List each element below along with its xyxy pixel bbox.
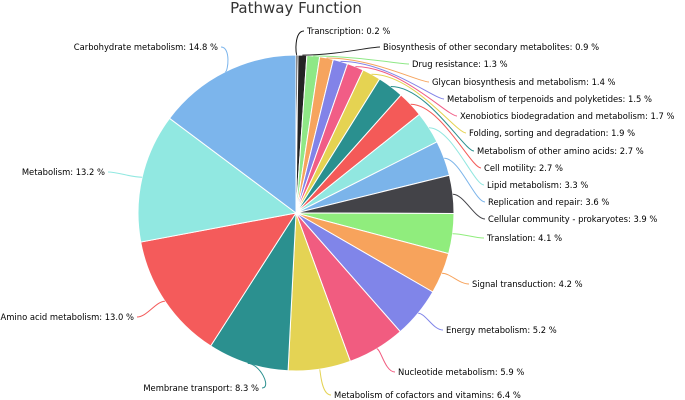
label-biosynthesis-of-other-secondary-metabolites: Biosynthesis of other secondary metaboli… (383, 42, 599, 52)
connector-biosynthesis-of-other-secondary-metabolites (302, 46, 381, 56)
label-glycan-biosynthesis-and-metabolism: Glycan biosynthesis and metabolism: 1.4 … (432, 77, 616, 87)
connector-xenobiotics-biodegradation-and-metabolism (355, 66, 458, 117)
label-nucleotide-metabolism: Nucleotide metabolism: 5.9 % (398, 367, 524, 377)
label-metabolism: Metabolism: 13.2 % (22, 167, 105, 177)
label-replication-and-repair: Replication and repair: 3.6 % (488, 197, 609, 207)
connector-cell-motility (410, 103, 482, 169)
label-translation: Translation: 4.1 % (486, 233, 562, 243)
label-cellular-community-prokaryotes: Cellular community - prokaryotes: 3.9 % (488, 214, 657, 224)
connector-metabolism-of-terpenoids-and-polyketides (340, 60, 445, 100)
label-amino-acid-metabolism: Amino acid metabolism: 13.0 % (1, 312, 134, 322)
connector-signal-transduction (441, 272, 470, 285)
connector-glycan-biosynthesis-and-metabolism (326, 57, 430, 83)
label-connectors (107, 30, 486, 396)
pie-slices (137, 54, 455, 372)
label-metabolism-of-cofactors-and-vitamins: Metabolism of cofactors and vitamins: 6.… (334, 390, 521, 400)
label-cell-motility: Cell motility: 2.7 % (484, 163, 563, 173)
slice-metabolism[interactable] (137, 117, 298, 243)
connector-folding-sorting-and-degradation (371, 73, 467, 134)
connector-metabolism-of-cofactors-and-vitamins (319, 368, 332, 396)
slice-labels: Transcription: 0.2 % Biosynthesis of othe… (1, 26, 675, 400)
label-signal-transduction: Signal transduction: 4.2 % (472, 279, 583, 289)
slice-carbohydrate-metabolism[interactable] (168, 54, 297, 214)
connector-membrane-transport (247, 362, 267, 389)
label-metabolism-of-terpenoids-and-polyketides: Metabolism of terpenoids and polyketides… (447, 94, 652, 104)
label-drug-resistance: Drug resistance: 1.3 % (412, 59, 508, 69)
connector-replication-and-repair (444, 157, 486, 203)
connector-cellular-community-prokaryotes (452, 193, 486, 220)
label-transcription: Transcription: 0.2 % (306, 26, 390, 36)
label-folding-sorting-and-degradation: Folding, sorting and degradation: 1.9 % (469, 128, 635, 138)
connector-carbohydrate-metabolism (220, 46, 229, 73)
slice-amino-acid-metabolism[interactable] (140, 212, 298, 347)
label-metabolism-of-other-amino-acids: Metabolism of other amino acids: 2.7 % (477, 146, 644, 156)
label-membrane-transport: Membrane transport: 8.3 % (143, 383, 259, 393)
connector-translation (452, 233, 485, 239)
chart-title: Pathway Function (230, 0, 362, 17)
connector-lipid-metabolism (428, 127, 485, 186)
connector-transcription (295, 30, 305, 56)
label-energy-metabolism: Energy metabolism: 5.2 % (446, 325, 557, 335)
connector-amino-acid-metabolism (136, 300, 165, 318)
label-xenobiotics-biodegradation-and-metabolism: Xenobiotics biodegradation and metabolis… (460, 111, 674, 121)
connector-metabolism-of-other-amino-acids (390, 86, 475, 152)
connector-nucleotide-metabolism (376, 348, 396, 373)
connector-energy-metabolism (418, 312, 444, 331)
label-lipid-metabolism: Lipid metabolism: 3.3 % (487, 180, 588, 190)
connector-drug-resistance (313, 55, 410, 65)
label-carbohydrate-metabolism: Carbohydrate metabolism: 14.8 % (74, 42, 218, 52)
connector-metabolism (107, 171, 143, 178)
